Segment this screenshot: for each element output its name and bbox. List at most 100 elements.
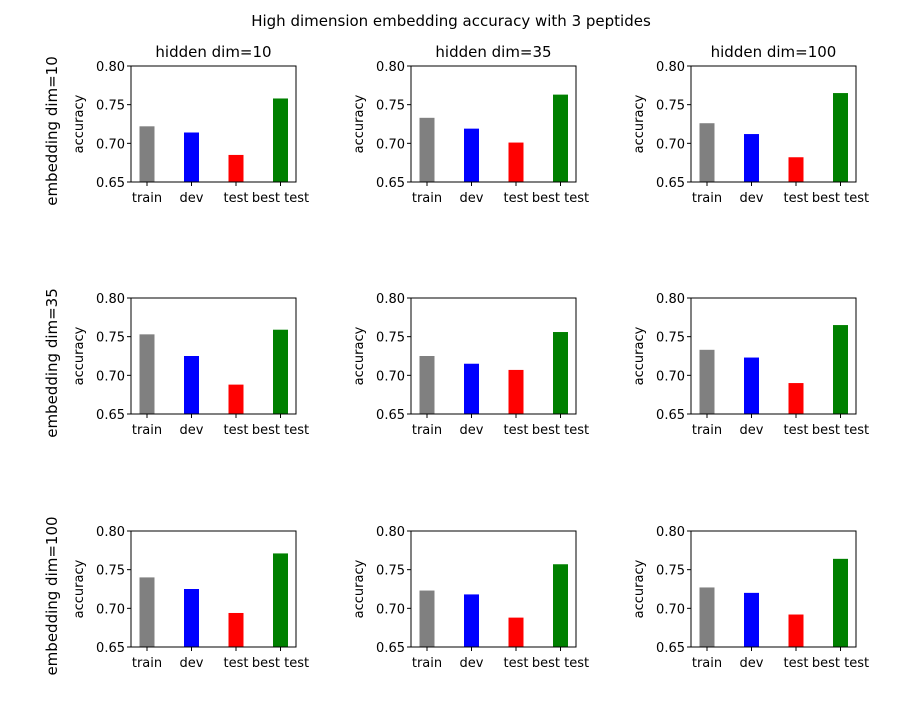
x-tick-label: train (692, 191, 722, 206)
y-tick-label: 0.80 (376, 525, 405, 540)
y-tick-label: 0.75 (376, 331, 405, 346)
axes-frame (690, 297, 857, 415)
x-tick-label: dev (740, 191, 764, 206)
x-tick-label: test (784, 423, 809, 438)
bar-dev (184, 132, 199, 182)
y-tick-label: 0.75 (96, 99, 125, 114)
y-tick-label: 0.65 (96, 176, 125, 191)
x-tick-label: best test (532, 191, 589, 206)
y-tick-label: 0.65 (376, 176, 405, 191)
x-tick-label: test (784, 191, 809, 206)
x-tick-label: best test (812, 656, 869, 671)
axes-frame (690, 65, 857, 183)
bar-train (699, 123, 715, 182)
y-axis-label: accuracy (632, 559, 647, 618)
x-tick-label: test (784, 656, 809, 671)
bar-best-test (553, 332, 568, 414)
axes-frame (410, 65, 577, 183)
x-tick-label: dev (460, 191, 484, 206)
bar-dev (184, 589, 199, 647)
x-tick-label: dev (740, 656, 764, 671)
y-tick-label: 0.65 (656, 176, 685, 191)
bar-dev (744, 134, 759, 182)
axes-frame (130, 530, 297, 648)
y-tick-label: 0.75 (96, 331, 125, 346)
axes-frame (410, 530, 577, 648)
y-tick-label: 0.80 (376, 60, 405, 75)
y-tick-label: 0.70 (376, 369, 405, 384)
x-tick-label: dev (180, 423, 204, 438)
bar-test (228, 612, 244, 647)
bar-test (788, 383, 804, 414)
x-tick-label: best test (252, 656, 309, 671)
x-tick-label: dev (180, 656, 204, 671)
y-axis-label: accuracy (352, 559, 367, 618)
y-tick-label: 0.70 (656, 137, 685, 152)
bar-test (228, 384, 244, 414)
y-axis-label: accuracy (72, 326, 87, 385)
y-tick-label: 0.65 (656, 641, 685, 656)
bar-train (139, 334, 155, 414)
subplot: train dev test best test 0.65 0.70 0.75 0.80 acc… (43, 43, 309, 206)
y-tick-label: 0.70 (376, 602, 405, 617)
y-tick-label: 0.75 (376, 564, 405, 579)
bar-best-test (553, 564, 568, 647)
subplot-title: hidden dim=10 (155, 43, 271, 61)
x-tick-label: train (132, 191, 162, 206)
bar-train (419, 356, 435, 414)
y-axis-label: accuracy (352, 94, 367, 153)
axes-frame (410, 297, 577, 415)
bar-dev (464, 594, 479, 647)
bar-train (139, 126, 155, 182)
subplot: train dev test best test 0.65 0.70 0.75 0.80 acc… (632, 292, 869, 438)
x-tick-label: train (132, 656, 162, 671)
x-tick-label: train (412, 423, 442, 438)
x-tick-label: test (224, 423, 249, 438)
y-tick-label: 0.75 (656, 99, 685, 114)
subplot: train dev test best test 0.65 0.70 0.75 0.80 acc… (352, 292, 589, 438)
subplot: train dev test best test 0.65 0.70 0.75 0.80 acc… (352, 525, 589, 671)
y-tick-label: 0.80 (96, 60, 125, 75)
row-label: embedding dim=100 (43, 516, 61, 675)
x-tick-label: train (692, 423, 722, 438)
axes-frame (130, 65, 297, 183)
subplot-grid: train dev test best test0.650.700.750.80acc… (43, 43, 869, 676)
y-tick-label: 0.65 (656, 408, 685, 423)
y-tick-label: 0.70 (96, 137, 125, 152)
y-tick-label: 0.65 (376, 641, 405, 656)
x-tick-label: test (504, 423, 529, 438)
figure-title: High dimension embedding accuracy with 3… (251, 12, 651, 30)
bar-dev (744, 357, 759, 414)
bar-test (508, 617, 524, 647)
bar-best-test (273, 329, 288, 414)
axes-frame (690, 530, 857, 648)
y-tick-label: 0.80 (96, 292, 125, 307)
bar-best-test (833, 558, 848, 647)
x-tick-label: train (132, 423, 162, 438)
y-tick-label: 0.70 (376, 137, 405, 152)
x-tick-label: train (412, 656, 442, 671)
y-tick-label: 0.80 (96, 525, 125, 540)
bar-train (419, 117, 435, 182)
y-axis-label: accuracy (352, 326, 367, 385)
y-tick-label: 0.65 (376, 408, 405, 423)
x-tick-label: best test (252, 191, 309, 206)
bar-best-test (553, 94, 568, 182)
subplot: train dev test best test 0.65 0.70 0.75 0.80 acc… (632, 43, 869, 206)
subplot-title: hidden dim=35 (435, 43, 551, 61)
y-tick-label: 0.70 (656, 369, 685, 384)
x-tick-label: best test (812, 191, 869, 206)
y-tick-label: 0.70 (656, 602, 685, 617)
bar-test (508, 142, 524, 182)
bar-dev (464, 363, 479, 414)
subplot: train dev test best test 0.65 0.70 0.75 0.80 acc… (352, 43, 589, 206)
subplot: train dev test best test 0.65 0.70 0.75 0.80 acc… (43, 516, 309, 675)
subplot-title: hidden dim=100 (711, 43, 837, 61)
y-tick-label: 0.75 (96, 564, 125, 579)
bar-dev (744, 592, 759, 647)
bar-train (699, 587, 715, 647)
x-tick-label: dev (460, 656, 484, 671)
y-axis-label: accuracy (72, 559, 87, 618)
subplot: train dev test best test 0.65 0.70 0.75 0.80 acc… (632, 525, 869, 671)
